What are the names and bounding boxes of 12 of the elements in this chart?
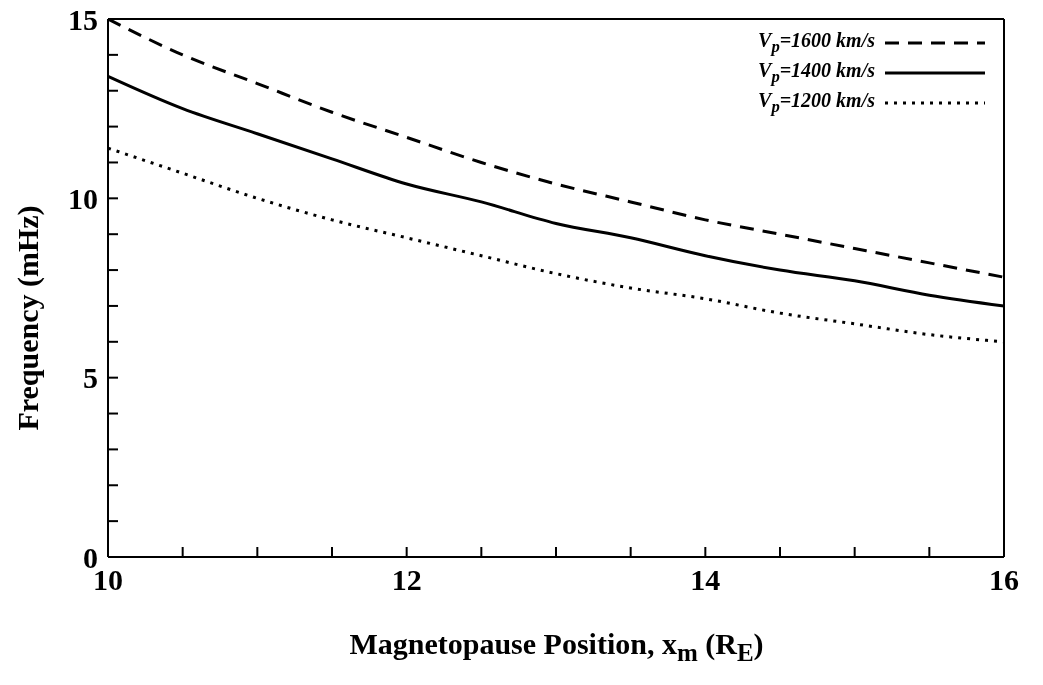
y-tick-label: 0 (83, 540, 98, 574)
x-tick-label: 12 (391, 563, 422, 597)
x-tick-label: 16 (989, 563, 1019, 597)
y-tick-label: 15 (68, 2, 98, 36)
x-tick-label: 14 (690, 563, 721, 597)
legend-label: V$_{p}$=1600 km/s (758, 29, 875, 56)
y-tick-label: 10 (68, 181, 98, 215)
y-tick-label: 5 (83, 361, 98, 395)
x-axis-title: Magnetopause Position, x$_{m}$ (R$_{E}$) (348, 627, 765, 667)
y-axis-title: Frequency (mHz) (11, 204, 45, 431)
legend-label: V$_{p}$=1400 km/s (758, 59, 875, 86)
legend-label: V$_{p}$=1200 km/s (758, 89, 875, 116)
